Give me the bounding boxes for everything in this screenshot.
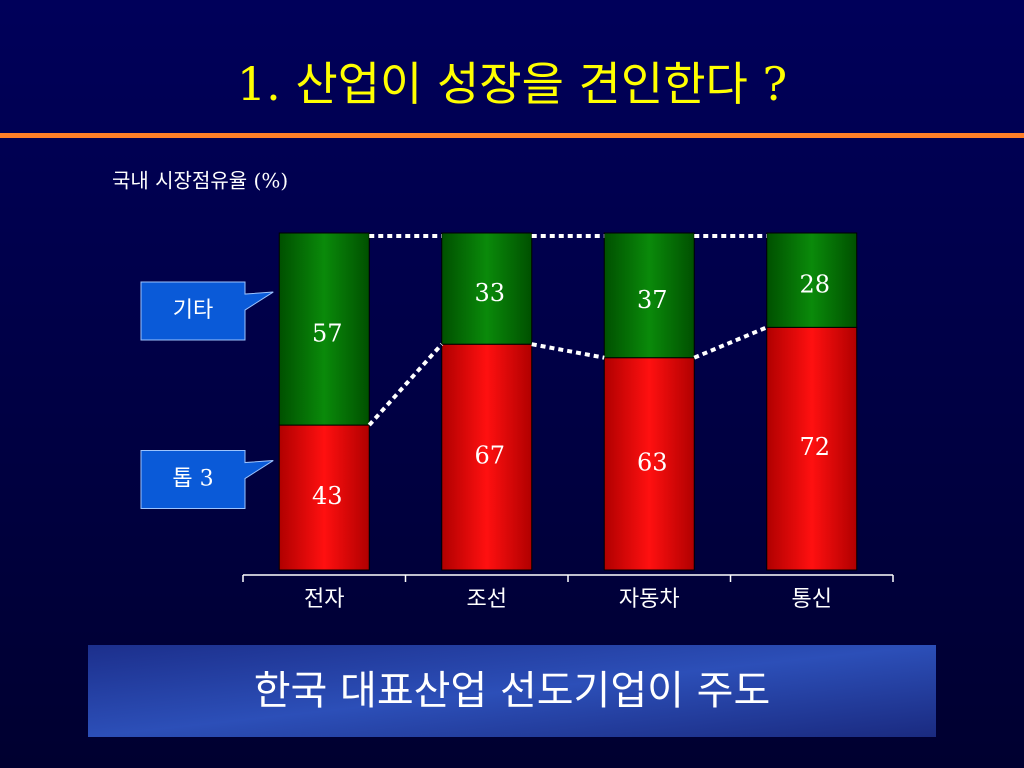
legend-callout	[140, 281, 274, 341]
value-label: 72	[799, 433, 830, 461]
footer-banner	[88, 645, 936, 737]
bar-segment	[766, 232, 858, 328]
value-label: 37	[637, 286, 668, 314]
value-label: 33	[474, 279, 505, 307]
bar-segment	[278, 424, 370, 571]
legend-label: 톱 3	[172, 467, 213, 492]
value-label: 28	[799, 271, 830, 299]
slide-title: 1. 산업이 성장을 견인한다 ?	[237, 57, 787, 111]
x-tick-label: 전자	[304, 587, 344, 612]
connector	[693, 325, 768, 360]
bar-segment	[441, 343, 533, 571]
connector	[367, 342, 444, 427]
x-tick-label: 조선	[467, 587, 507, 612]
value-label: 43	[312, 482, 343, 510]
x-tick-label: 자동차	[619, 587, 680, 612]
value-label: 63	[637, 448, 668, 476]
value-label: 57	[312, 320, 343, 348]
x-tick-label: 통신	[792, 587, 832, 612]
connector	[531, 342, 605, 360]
footer-text: 한국 대표산업 선도기업이 주도	[254, 668, 771, 714]
bar-segment	[278, 232, 370, 426]
title-rule	[0, 133, 1024, 138]
y-axis-label: 국내 시장점유율 (%)	[112, 169, 288, 193]
value-label: 67	[474, 442, 505, 470]
bar-segment	[441, 232, 533, 345]
bar-segment	[603, 232, 695, 359]
bar-segment	[603, 357, 695, 571]
legend-label: 기타	[173, 298, 213, 323]
legend-callout	[140, 450, 274, 510]
